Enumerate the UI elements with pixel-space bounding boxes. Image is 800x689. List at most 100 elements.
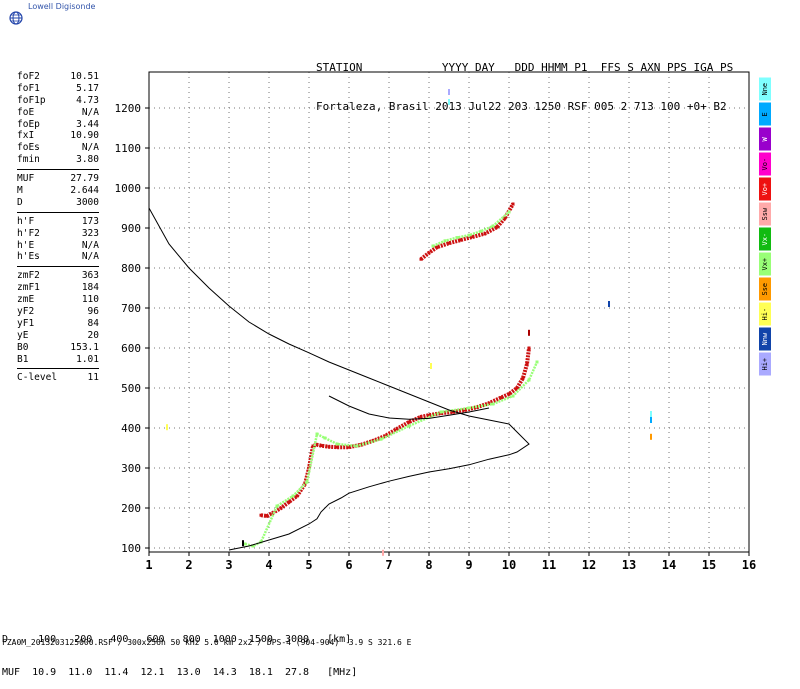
param-name: foF1 [17, 82, 40, 94]
echo-point [479, 229, 483, 233]
echo-point [487, 401, 491, 405]
echo-point [451, 410, 455, 414]
echo-point [335, 442, 339, 446]
param-row: foF1p 4.73 [17, 95, 99, 107]
echo-point [259, 513, 263, 517]
isolated-echo-point [166, 424, 168, 431]
legend-item: Hi+ [759, 353, 771, 376]
lowell-logo: Lowell Digisonde [6, 2, 126, 26]
param-name: foF1p [17, 94, 46, 106]
echo-point [511, 394, 515, 398]
echo-trace-2 [419, 203, 515, 261]
echo-point [315, 432, 319, 436]
param-row: foEs N/A [17, 142, 99, 154]
echo-point [483, 232, 487, 236]
param-name: h'F [17, 215, 35, 227]
param-name: zmF2 [17, 270, 40, 282]
param-value: 5.17 [76, 82, 99, 94]
param-name: yF1 [17, 317, 35, 329]
param-separator [17, 266, 99, 268]
param-row: MUF 27.79 [17, 173, 99, 185]
param-value: 110 [81, 294, 99, 306]
param-name: fmin [17, 154, 40, 166]
param-row: h'F 173 [17, 216, 99, 228]
param-value: 10.51 [70, 71, 99, 82]
param-value: 153.1 [70, 341, 99, 353]
x-tick-label: 3 [225, 558, 232, 572]
param-row: h'F2 323 [17, 228, 99, 240]
param-row: B0 153.1 [17, 342, 99, 354]
legend-item: Vx- [759, 228, 771, 251]
isolated-echo-point [448, 89, 450, 95]
param-row: yF1 84 [17, 318, 99, 330]
legend-item: Hi- [759, 303, 771, 326]
param-name: C-level [17, 372, 58, 384]
param-row: zmF2 363 [17, 270, 99, 282]
y-tick-label: 600 [121, 342, 141, 355]
echo-point [355, 444, 359, 448]
echo-point [515, 386, 519, 390]
param-value: 323 [81, 227, 99, 239]
muf-table-muf-row: MUF 10.9 11.0 11.4 12.1 13.0 14.3 18.1 2… [2, 667, 358, 678]
echo-trace-0 [260, 347, 531, 518]
isolated-echo-point [430, 363, 432, 369]
param-name: B0 [17, 341, 29, 353]
station-header-values: Fortaleza, Brasil 2013 Jul22 203 1250 RS… [316, 100, 727, 113]
y-tick-label: 300 [121, 462, 141, 475]
echo-point [535, 360, 539, 364]
param-row: D 3000 [17, 197, 99, 209]
echo-point [511, 202, 515, 206]
y-tick-label: 1200 [115, 102, 142, 115]
param-row: foF2 10.51 [17, 71, 99, 83]
param-name: B1 [17, 353, 29, 365]
echo-point [319, 444, 323, 448]
param-value: 10.90 [70, 130, 99, 142]
param-row: foE N/A [17, 107, 99, 119]
echo-point [467, 406, 471, 410]
param-value: 173 [81, 215, 99, 227]
echo-point [435, 245, 439, 249]
legend-item: Sse [759, 278, 771, 301]
param-row: foEp 3.44 [17, 119, 99, 131]
station-header-columns: STATION YYYY DAY DDD HHMM P1 FFS S AXN P… [316, 61, 734, 74]
polarization-legend: Nne E W Vo- Vo+ Ssw Vx- Vx+ Sse Hi- Nnw Hi+ [759, 78, 771, 378]
echo-point [447, 241, 451, 245]
param-value: N/A [81, 106, 99, 118]
isolated-echo-point [650, 433, 652, 440]
globe-icon [9, 11, 23, 25]
echo-point [335, 445, 339, 449]
x-tick-label: 14 [662, 558, 676, 572]
echo-point [265, 514, 269, 518]
echo-point [499, 396, 503, 400]
param-value: 20 [87, 329, 99, 341]
echo-point [507, 392, 511, 396]
x-tick-label: 5 [305, 558, 312, 572]
y-tick-label: 100 [121, 542, 141, 555]
param-value: 4.73 [76, 94, 99, 106]
param-row: yF2 96 [17, 306, 99, 318]
x-tick-label: 10 [502, 558, 516, 572]
param-value: 184 [81, 282, 99, 294]
echo-point [463, 408, 467, 412]
y-tick-label: 1000 [115, 182, 142, 195]
param-row: C-level 11 [17, 372, 99, 384]
muf-table: D 100 200 400 600 800 1000 1500 3000 [km… [2, 612, 357, 689]
y-tick-label: 800 [121, 262, 141, 275]
echo-point [347, 445, 351, 449]
isolated-echo-point [528, 329, 530, 336]
param-value: N/A [81, 142, 99, 154]
param-value: 2.644 [70, 185, 99, 197]
param-row: zmE 110 [17, 294, 99, 306]
echo-point [521, 376, 525, 380]
echo-point [495, 225, 499, 229]
param-row: fxI 10.90 [17, 130, 99, 142]
echo-point [525, 362, 529, 366]
x-tick-label: 6 [345, 558, 352, 572]
ionogram-chart: 1 2 3 4 5 6 7 8 9 10 11 12 13 14 15 1610020030040050060… [115, 71, 756, 572]
param-row: fmin 3.80 [17, 154, 99, 166]
echo-point [527, 378, 531, 382]
plot-frame [148, 71, 750, 553]
echo-point [419, 257, 423, 261]
param-value: 363 [81, 270, 99, 282]
param-name: foE [17, 106, 35, 118]
